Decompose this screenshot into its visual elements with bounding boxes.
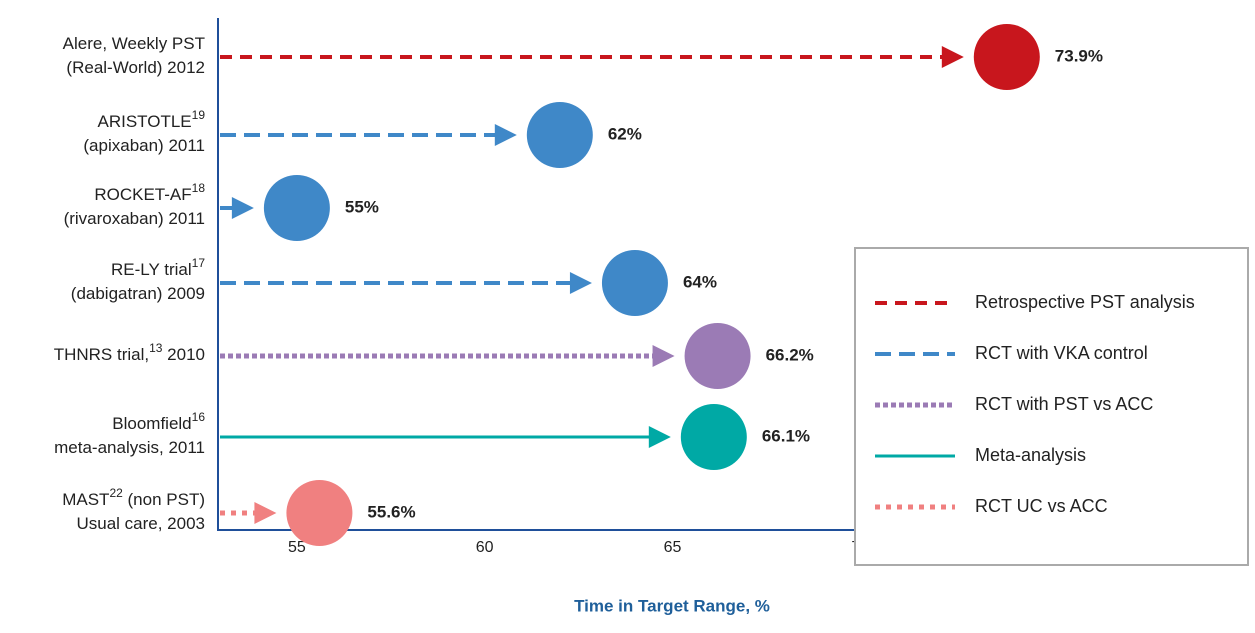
dot bbox=[526, 102, 593, 168]
arrowhead bbox=[569, 272, 592, 294]
category-label: ROCKET-AF18​ bbox=[94, 181, 205, 204]
arrowhead bbox=[648, 426, 671, 448]
label-text: (non PST) bbox=[123, 490, 205, 509]
label-text: (Real-World) 2012 bbox=[66, 58, 205, 77]
category-label: (apixaban) 2011 bbox=[83, 136, 205, 155]
label-text: ARISTOTLE bbox=[97, 112, 191, 131]
dot bbox=[601, 250, 668, 316]
category-label: ARISTOTLE19​ bbox=[97, 108, 205, 131]
superscript: 19 bbox=[192, 108, 206, 122]
category-label: (rivaroxaban) 2011 bbox=[64, 209, 205, 228]
category-label: MAST22​ (non PST) bbox=[62, 486, 205, 509]
label-text: RE-LY trial bbox=[111, 260, 192, 279]
label-text: Usual care, 2003 bbox=[76, 514, 205, 533]
legend-box bbox=[854, 247, 1249, 566]
value-label: 73.9% bbox=[1055, 46, 1103, 65]
dot bbox=[286, 480, 353, 546]
label-text: ROCKET-AF bbox=[94, 185, 191, 204]
label-text: (apixaban) 2011 bbox=[83, 136, 205, 155]
superscript: 13 bbox=[149, 341, 163, 355]
superscript: 17 bbox=[192, 256, 206, 270]
value-label: 55.6% bbox=[367, 502, 415, 521]
label-text: 2010 bbox=[162, 345, 205, 364]
label-text: meta-analysis, 2011 bbox=[54, 438, 205, 457]
category-label: RE-LY trial17​ bbox=[111, 256, 205, 279]
label-text: THNRS trial, bbox=[54, 345, 149, 364]
arrowhead bbox=[231, 197, 254, 219]
x-axis-title: Time in Target Range, % bbox=[574, 596, 770, 615]
category-label: Alere, Weekly PST bbox=[63, 34, 205, 53]
category-label: (dabigatran) 2009 bbox=[71, 284, 205, 303]
superscript: 16 bbox=[192, 410, 206, 424]
label-text: (dabigatran) 2009 bbox=[71, 284, 205, 303]
dot bbox=[684, 323, 751, 389]
arrowhead bbox=[494, 124, 517, 146]
x-tick-label: 65 bbox=[664, 539, 682, 556]
category-label: meta-analysis, 2011 bbox=[54, 438, 205, 457]
value-label: 64% bbox=[683, 272, 717, 291]
value-label: 66.2% bbox=[766, 345, 814, 364]
superscript: 18 bbox=[192, 181, 206, 195]
legend-label: RCT with VKA control bbox=[975, 343, 1148, 363]
label-text: Bloomfield bbox=[112, 414, 191, 433]
x-tick-label: 55 bbox=[288, 539, 306, 556]
legend-label: Meta-analysis bbox=[975, 445, 1086, 465]
category-label: Usual care, 2003 bbox=[76, 514, 205, 533]
value-label: 66.1% bbox=[762, 426, 810, 445]
superscript: 22 bbox=[109, 486, 123, 500]
legend-label: Retrospective PST analysis bbox=[975, 292, 1195, 312]
dot bbox=[680, 404, 747, 470]
category-label: Bloomfield16​ bbox=[112, 410, 205, 433]
legend-label: RCT UC vs ACC bbox=[975, 496, 1108, 516]
value-label: 55% bbox=[345, 197, 379, 216]
dot bbox=[973, 24, 1040, 90]
category-label: (Real-World) 2012 bbox=[66, 58, 205, 77]
arrowhead bbox=[254, 502, 277, 524]
label-text: MAST bbox=[62, 490, 109, 509]
value-label: 62% bbox=[608, 124, 642, 143]
category-label: THNRS trial,13​ 2010 bbox=[54, 341, 205, 364]
label-text: (rivaroxaban) 2011 bbox=[64, 209, 205, 228]
legend-label: RCT with PST vs ACC bbox=[975, 394, 1153, 414]
dot bbox=[263, 175, 330, 241]
arrowhead bbox=[652, 345, 675, 367]
x-tick-label: 60 bbox=[476, 539, 494, 556]
label-text: Alere, Weekly PST bbox=[63, 34, 205, 53]
arrowhead bbox=[941, 46, 964, 68]
